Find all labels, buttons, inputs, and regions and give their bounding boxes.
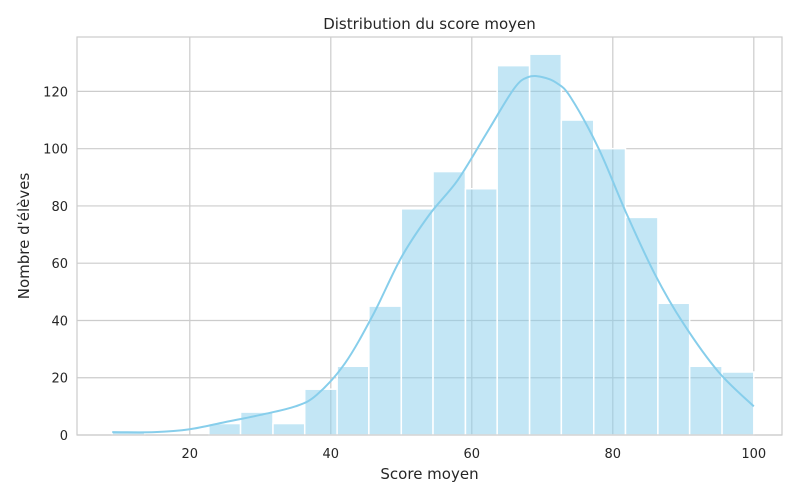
histogram-bar (272, 422, 306, 436)
histogram-bar (624, 216, 659, 436)
bars-layer (111, 53, 755, 436)
y-tick-label: 20 (51, 372, 68, 387)
y-axis-title: Nombre d'élèves (15, 173, 33, 300)
chart-title: Distribution du score moyen (323, 15, 536, 33)
histogram-bar (368, 305, 403, 436)
histogram-bar (688, 365, 723, 436)
y-tick-label: 120 (43, 85, 68, 100)
histogram-bar (528, 53, 563, 436)
histogram-bar (560, 119, 595, 436)
histogram-bar (593, 147, 627, 436)
y-tick-label: 60 (51, 257, 68, 272)
histogram-bar (432, 170, 467, 436)
y-tick-label: 0 (60, 429, 68, 444)
histogram-bar (336, 365, 370, 436)
ticks-layer: 20 40 60 80 100 0 20 40 60 80 100 120 (43, 85, 766, 462)
x-axis-title: Score moyen (380, 465, 478, 483)
y-tick-label: 100 (43, 143, 68, 158)
y-tick-label: 80 (51, 200, 68, 215)
histogram-bar (657, 302, 691, 436)
x-tick-label: 80 (605, 447, 622, 462)
kde-curve (112, 74, 755, 434)
x-tick-label: 60 (464, 447, 481, 462)
x-tick-label: 100 (741, 447, 766, 462)
x-tick-label: 40 (323, 447, 340, 462)
histogram-bar (496, 64, 531, 436)
y-tick-label: 40 (51, 314, 68, 329)
histogram-bar (400, 208, 434, 436)
x-tick-label: 20 (182, 447, 199, 462)
plot-frame (76, 36, 783, 436)
histogram-bar (464, 188, 498, 436)
kde-layer (112, 74, 755, 434)
histogram-bar (303, 388, 338, 436)
